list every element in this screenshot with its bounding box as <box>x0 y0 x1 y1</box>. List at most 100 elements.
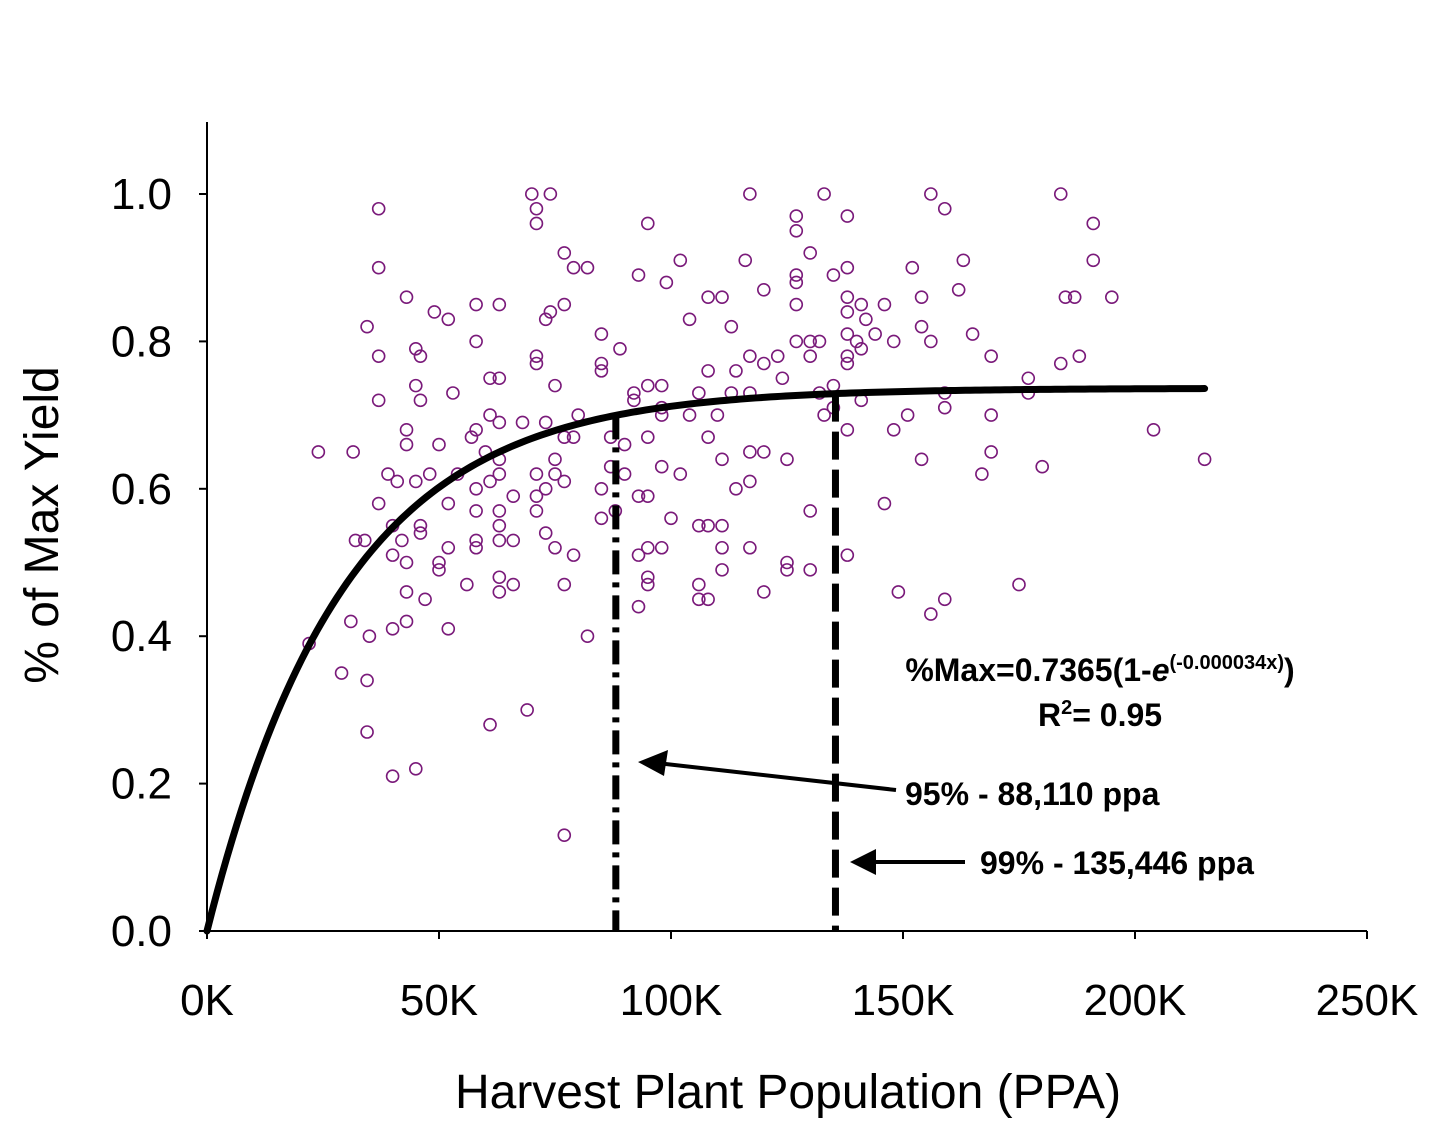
data-point <box>715 290 729 304</box>
data-point <box>640 577 655 592</box>
data-point <box>492 297 507 312</box>
data-point <box>483 717 497 732</box>
data-point <box>654 540 669 555</box>
y-tick-label: 0.2 <box>111 760 172 809</box>
x-tick-label: 0K <box>180 976 234 1025</box>
data-point <box>756 356 771 371</box>
data-point <box>756 283 771 297</box>
data-point <box>984 445 998 459</box>
fit-equation: %Max=0.7365(1-e(-0.000034x)) <box>905 652 1294 688</box>
data-point <box>924 187 938 201</box>
data-point <box>1105 290 1119 304</box>
data-point <box>1012 577 1026 592</box>
threshold-99-annotation: 99% - 135,446 ppa <box>850 845 1254 881</box>
data-point <box>515 415 530 430</box>
data-point <box>840 423 855 437</box>
data-point <box>840 290 855 304</box>
data-point <box>770 349 785 363</box>
data-point <box>849 334 864 349</box>
data-point <box>529 201 544 216</box>
data-point <box>441 540 456 555</box>
data-point <box>673 253 688 268</box>
data-point <box>390 474 405 489</box>
data-point <box>803 246 818 260</box>
data-point <box>492 504 507 518</box>
data-point <box>868 327 882 341</box>
data-point <box>469 423 483 437</box>
x-axis-title: Harvest Plant Population (PPA) <box>455 1066 1121 1119</box>
data-point <box>659 275 674 290</box>
data-point <box>640 378 655 393</box>
y-axis-title: % of Max Yield <box>16 366 69 683</box>
data-point <box>492 371 507 386</box>
data-point <box>492 585 507 599</box>
data-point <box>580 629 595 644</box>
data-point <box>529 216 544 231</box>
y-tick-label: 0.4 <box>111 612 172 661</box>
data-point <box>840 305 855 319</box>
data-point <box>529 467 544 481</box>
data-point <box>441 312 456 327</box>
data-point <box>529 349 544 363</box>
data-point <box>371 496 386 511</box>
data-point <box>654 378 669 393</box>
data-point <box>1086 216 1101 231</box>
data-point <box>756 585 771 599</box>
data-point <box>743 187 757 201</box>
data-point <box>580 260 595 275</box>
data-point <box>640 216 655 231</box>
data-point <box>360 725 374 739</box>
data-point <box>371 201 386 216</box>
data-point <box>446 386 460 400</box>
y-tick-label: 1.0 <box>111 170 172 219</box>
data-point <box>427 305 442 319</box>
data-point <box>360 673 374 688</box>
data-point <box>701 430 715 445</box>
data-point <box>399 437 414 452</box>
x-tick-label: 50K <box>400 976 478 1025</box>
data-point <box>594 364 609 378</box>
data-point <box>408 762 423 776</box>
data-point <box>965 327 980 341</box>
data-point <box>780 563 794 577</box>
data-point <box>743 540 757 555</box>
data-point <box>469 297 483 312</box>
data-point <box>548 467 562 481</box>
data-point <box>543 187 558 201</box>
data-point <box>854 297 869 312</box>
data-point <box>877 496 892 511</box>
data-point <box>594 356 609 371</box>
fit-curve <box>203 385 1209 935</box>
data-point <box>789 224 804 238</box>
data-point <box>385 548 400 562</box>
data-point <box>492 518 507 533</box>
data-point <box>715 452 729 467</box>
data-point <box>937 201 952 216</box>
data-point <box>1035 459 1049 474</box>
data-point <box>385 622 400 636</box>
x-ticks: 0K 50K 100K 150K 200K 250K <box>180 931 1418 1025</box>
data-point <box>789 268 804 282</box>
data-point <box>441 622 456 636</box>
data-point <box>538 415 553 430</box>
data-point <box>311 445 326 459</box>
data-point <box>1021 371 1036 386</box>
data-point <box>886 334 901 349</box>
data-point <box>692 592 706 607</box>
data-point <box>937 400 952 415</box>
data-point <box>1072 349 1087 363</box>
data-point <box>724 319 739 334</box>
data-point <box>483 371 497 386</box>
data-point <box>984 349 998 363</box>
data-point <box>538 481 553 496</box>
data-point <box>924 607 938 621</box>
data-point <box>543 305 558 319</box>
data-point <box>692 577 706 592</box>
data-point <box>492 467 507 481</box>
data-point <box>344 614 358 629</box>
data-point <box>924 334 938 349</box>
data-point <box>557 828 572 842</box>
data-point <box>775 371 790 386</box>
data-point <box>469 533 483 548</box>
